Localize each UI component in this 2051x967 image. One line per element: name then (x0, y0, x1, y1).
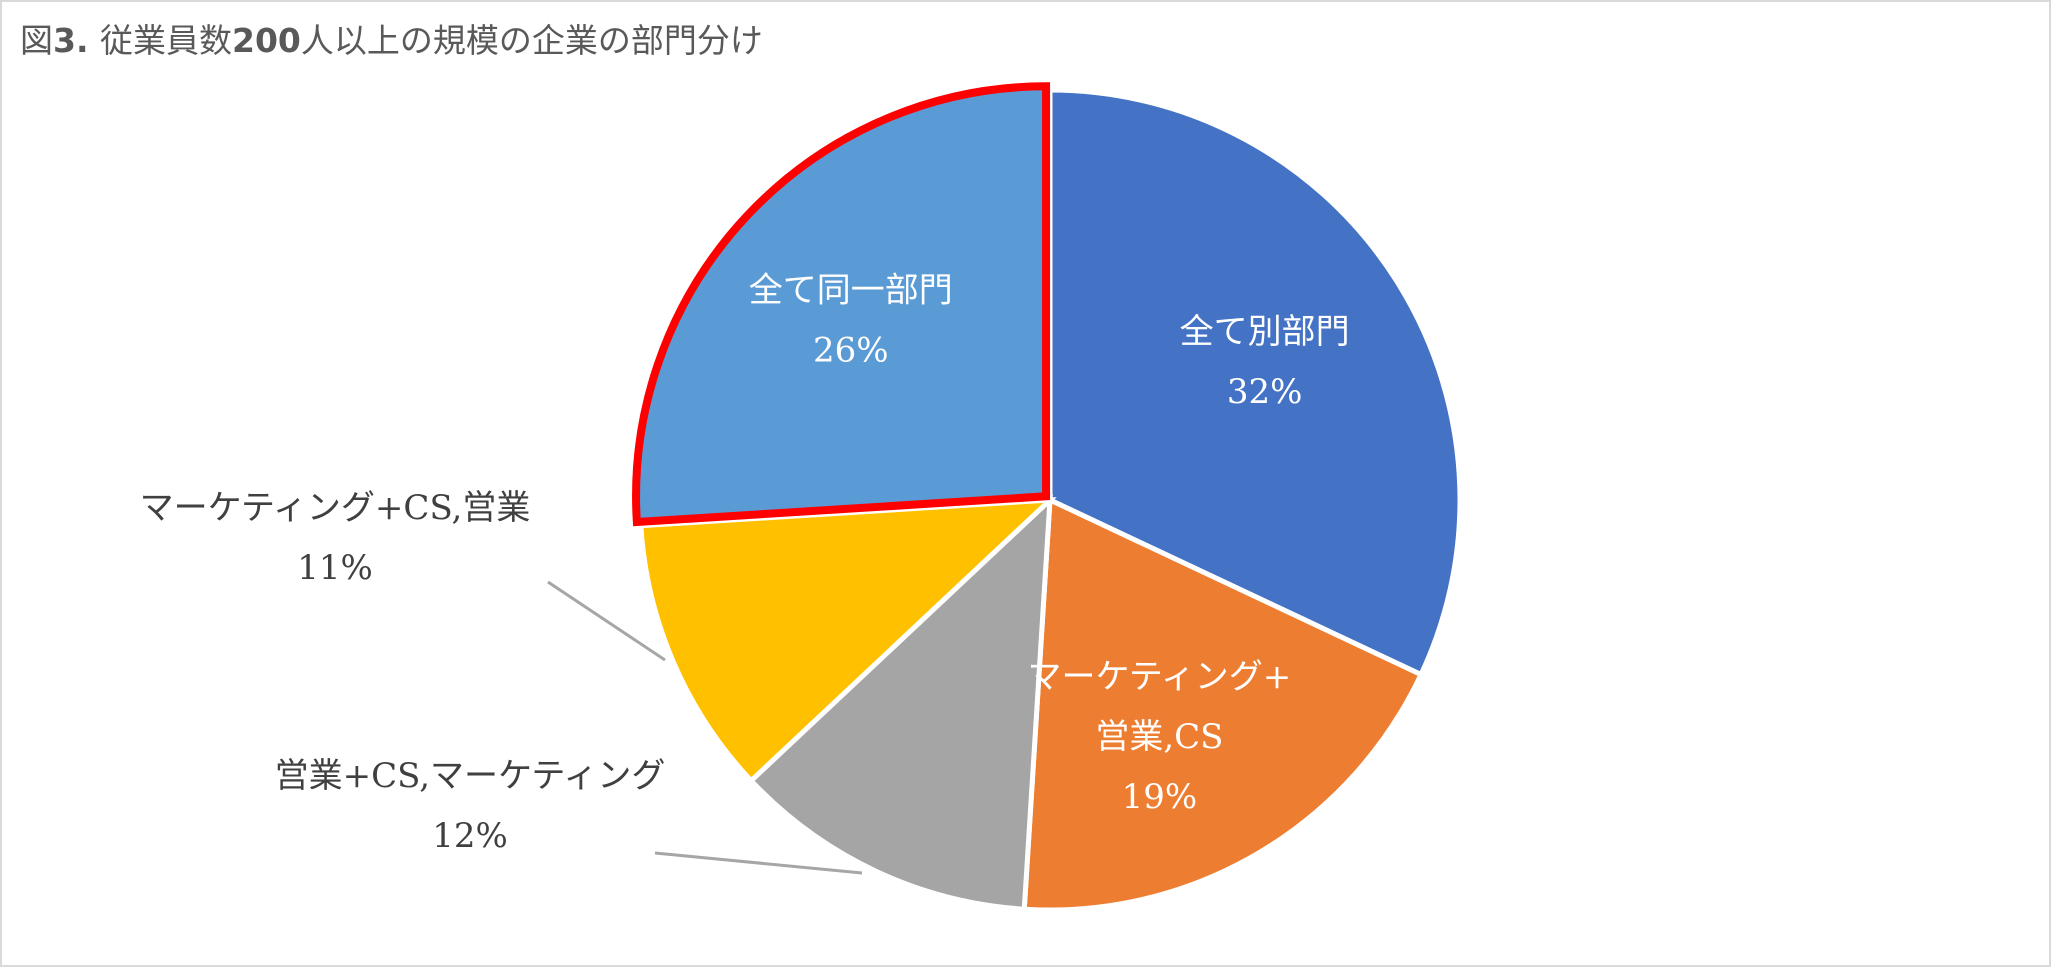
pie-slice-3 (747, 493, 1053, 912)
data-labels: 全て別部門 32% マーケティング+ 営業,CS 19% 営業+CS,マーケティング 12%… (140, 270, 1350, 856)
chart-title: 図3. 従業員数200人以上の規模の企業の部門分け (20, 14, 763, 62)
title-text-1: 従業員数 (100, 21, 232, 60)
title-prefix: 図 (20, 21, 53, 60)
title-figure-number: 3 (53, 21, 76, 60)
title-number-200: 200 (232, 21, 301, 60)
pie-slice-5 (632, 82, 1051, 527)
slice-label-4: マーケティング+CS,営業 (140, 488, 531, 528)
slice-label-5: 全て同一部門 (749, 270, 953, 310)
pct-label-5: 26% (813, 330, 889, 370)
pct-label-2: 19% (1122, 777, 1198, 817)
leader-line-3 (654, 851, 863, 875)
slice-label-3: 営業+CS,マーケティング (275, 756, 666, 796)
title-dot: . (75, 21, 100, 60)
pct-label-1: 32% (1227, 372, 1303, 412)
pie-slices (632, 82, 1463, 913)
slice-label-2: 営業,CS (1095, 717, 1223, 757)
pct-label-4: 11% (297, 548, 373, 588)
slice-label-2: マーケティング+ (1028, 657, 1292, 697)
slice-label-1: 全て別部門 (1180, 312, 1350, 352)
pie-slice-1 (1047, 87, 1463, 678)
leader-lines (547, 580, 863, 875)
pie-slice-4 (638, 497, 1057, 785)
pct-label-3: 12% (432, 816, 508, 856)
title-text-2: 人以上の規模の企業の部門分け (300, 21, 763, 60)
leader-line-4 (547, 580, 666, 662)
pie-slice-2 (1021, 496, 1425, 913)
